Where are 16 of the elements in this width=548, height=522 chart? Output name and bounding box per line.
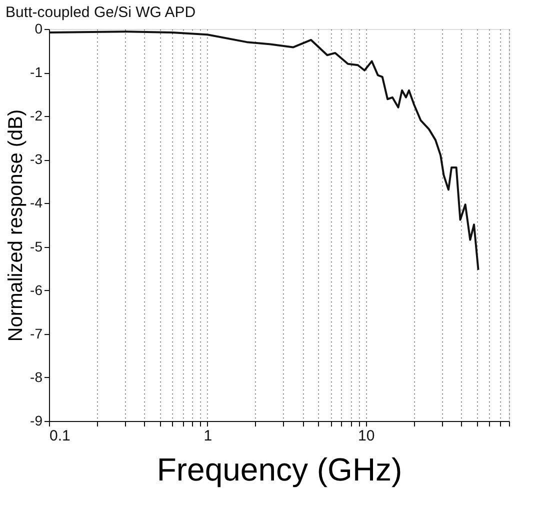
y-tick-label: -8 [30,368,43,385]
x-axis-title: Frequency (GHz) [156,452,402,488]
y-axis-title: Normalized response (dB) [5,109,28,342]
x-tick-label: 1 [204,428,212,444]
y-tick-label: 0 [34,20,43,36]
chart-title: Butt-coupled Ge/Si WG APD [6,4,196,21]
x-tick-label: 0.1 [50,428,70,444]
y-tick-label: -7 [30,325,43,342]
y-tick-label: -3 [30,151,43,168]
y-tick-label: -9 [30,412,43,428]
y-tick-label: -2 [30,108,43,124]
y-tick-label: -4 [30,194,43,211]
x-tick-label: 10 [358,428,375,444]
y-tick-label: -6 [30,282,43,298]
y-tick-label: -5 [30,238,43,254]
y-tick-label: -1 [30,64,43,80]
